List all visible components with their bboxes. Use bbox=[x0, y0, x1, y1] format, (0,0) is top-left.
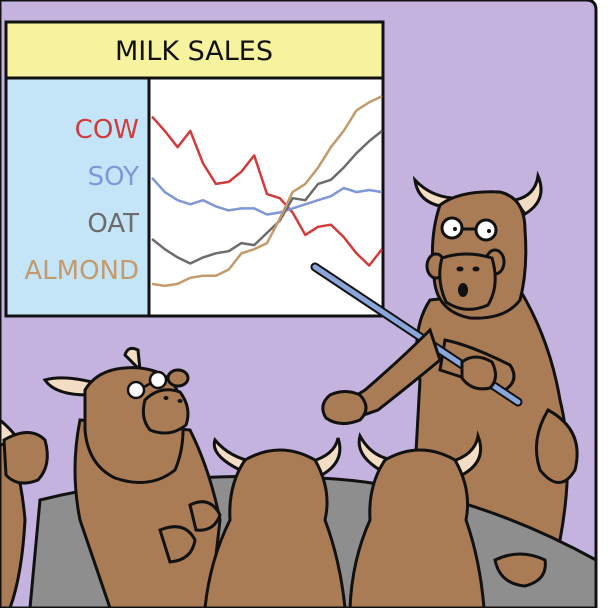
series-line-cow bbox=[151, 115, 383, 267]
legend-label-soy: SOY bbox=[88, 162, 140, 192]
chart-legend: COW SOY OAT ALMOND bbox=[24, 115, 139, 286]
series-line-almond bbox=[151, 95, 383, 288]
audience-cow-back-1 bbox=[203, 436, 347, 608]
legend-label-cow: COW bbox=[75, 115, 139, 145]
horn-icon bbox=[42, 376, 94, 397]
legend-label-almond: ALMOND bbox=[24, 256, 139, 286]
presenter-hand bbox=[460, 355, 497, 391]
legend-label-oat: OAT bbox=[87, 209, 139, 239]
audience-cow-back-2 bbox=[348, 430, 486, 608]
chart-plot-area bbox=[151, 95, 383, 288]
series-line-oat bbox=[151, 129, 383, 265]
horn-icon bbox=[412, 175, 455, 209]
legend-panel bbox=[4, 76, 151, 318]
board-title: MILK SALES bbox=[115, 36, 273, 67]
glasses-icon bbox=[126, 370, 168, 400]
glasses-icon bbox=[440, 216, 498, 242]
horn-icon bbox=[512, 170, 543, 217]
series-line-soy bbox=[151, 176, 383, 216]
audience-cow-far-left bbox=[0, 418, 49, 608]
horn-icon bbox=[123, 346, 142, 375]
audience-cow-glasses bbox=[42, 346, 222, 608]
board-title-bar bbox=[4, 20, 385, 80]
presenter-left-hand bbox=[321, 390, 368, 425]
